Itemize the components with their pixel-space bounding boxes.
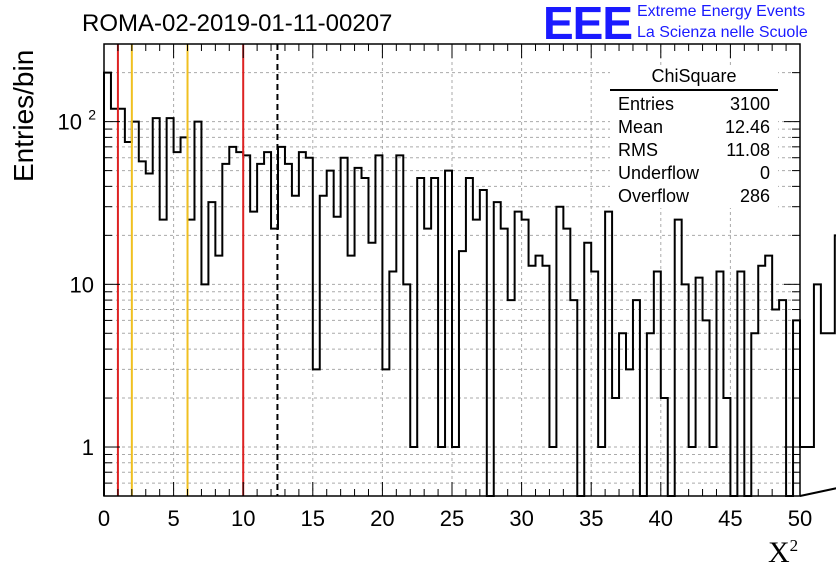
y-tick-label: 10 [70,272,94,297]
histogram-bin [605,212,612,496]
histogram-bin [146,173,153,496]
histogram-bin [626,369,633,496]
stats-value: 11.08 [726,140,770,160]
histogram-bin [424,229,431,496]
x-axis-label: X2 [768,536,798,570]
x-tick-label: 10 [231,506,255,531]
histogram-bin [250,212,257,496]
x-tick-label: 35 [579,506,603,531]
stats-row-underflow: Underflow 0 [610,162,778,185]
histogram-series [103,71,836,497]
histogram-bin [313,369,320,496]
histogram-bin [814,284,821,496]
histogram-bin [229,147,236,496]
y-tick-label: 1 [82,435,94,460]
stats-box: ChiSquare Entries 3100 Mean 12.46 RMS 11.08… [610,66,778,208]
histogram-bin [278,147,285,496]
threshold-lines [116,44,279,496]
eee-logo-line1: Extreme Energy Events [637,3,806,20]
histogram-bin [118,109,125,496]
x-tick-label: 50 [788,506,812,531]
histogram-bin [167,118,174,496]
histogram-bin [800,447,807,496]
histogram-bin [306,158,313,496]
histogram-bin [501,229,508,496]
histogram-bin [181,137,188,496]
histogram-bin [382,369,389,496]
stats-label: RMS [618,140,658,160]
histogram-bin [125,142,132,496]
histogram-bin [828,333,835,496]
histogram-bin [362,178,369,496]
histogram-bin [292,196,299,496]
y-tick-label: 10 [58,110,82,135]
x-tick-label: 25 [440,506,464,531]
histogram-bin [459,251,466,496]
x-tick-label: 15 [301,506,325,531]
histogram-bin [703,320,710,496]
stats-value: 286 [739,186,770,206]
stats-label: Underflow [618,163,700,183]
x-tick-label: 45 [718,506,742,531]
histogram-bin [139,161,146,496]
histogram-bin [264,152,271,496]
axes: 0 5 10 15 20 25 30 35 40 45 50 1 10 10 2 [58,43,812,531]
histogram-bin [563,229,570,496]
histogram-bin [111,109,118,496]
histogram-bin [619,333,626,496]
histogram-bin [320,196,327,496]
histogram-bin [807,447,814,496]
stats-title: ChiSquare [610,66,778,91]
stats-label: Entries [618,94,675,114]
histogram-bin [201,284,208,496]
x-tick-label: 40 [649,506,673,531]
stats-value: 0 [759,163,770,183]
stats-row-entries: Entries 3100 [610,93,778,116]
histogram-bin [257,164,264,496]
eee-logo-line2: La Scienza nelle Scuole [637,24,808,41]
histogram-bin [556,207,563,496]
histogram-bin [417,178,424,496]
x-axis-label-base: X [768,536,790,569]
histogram-bin [793,320,800,496]
eee-logo-mark: EEE [543,0,633,49]
histogram-bin [222,164,229,496]
histogram-bin [194,122,201,496]
x-axis-label-superscript: 2 [789,536,799,555]
histogram-bin [341,158,348,496]
histogram-bin [647,333,654,496]
histogram-bin [285,164,292,496]
stats-value: 3100 [729,94,770,114]
histogram-bin [821,333,828,496]
histogram-bin [431,178,438,496]
histogram-bin [772,310,779,496]
x-tick-label: 0 [98,506,110,531]
histogram-bin [480,190,487,496]
histogram-bin [682,284,689,496]
histogram-bin [299,152,306,496]
histogram-outline [103,71,836,497]
y-axis-label: Entries/bin [8,49,39,182]
chart-title: ROMA-02-2019-01-11-00207 [82,10,393,37]
histogram-bin [466,178,473,496]
histogram-bin [751,333,758,496]
histogram-bin [403,284,410,496]
x-tick-label: 5 [167,506,179,531]
stats-row-mean: Mean 12.46 [610,116,778,139]
stats-row-rms: RMS 11.08 [610,139,778,162]
histogram-bin [132,122,139,496]
histogram-bin [153,118,160,496]
y-tick-label-exponent: 2 [88,107,96,123]
x-tick-label: 30 [509,506,533,531]
histogram-bin [515,212,522,496]
stats-label: Overflow [618,186,690,206]
histogram-bin [236,152,243,496]
x-tick-label: 20 [370,506,394,531]
histogram-bin [174,152,181,496]
stats-value: 12.46 [724,117,770,137]
stats-row-overflow: Overflow 286 [610,185,778,208]
stats-label: Mean [618,117,664,137]
